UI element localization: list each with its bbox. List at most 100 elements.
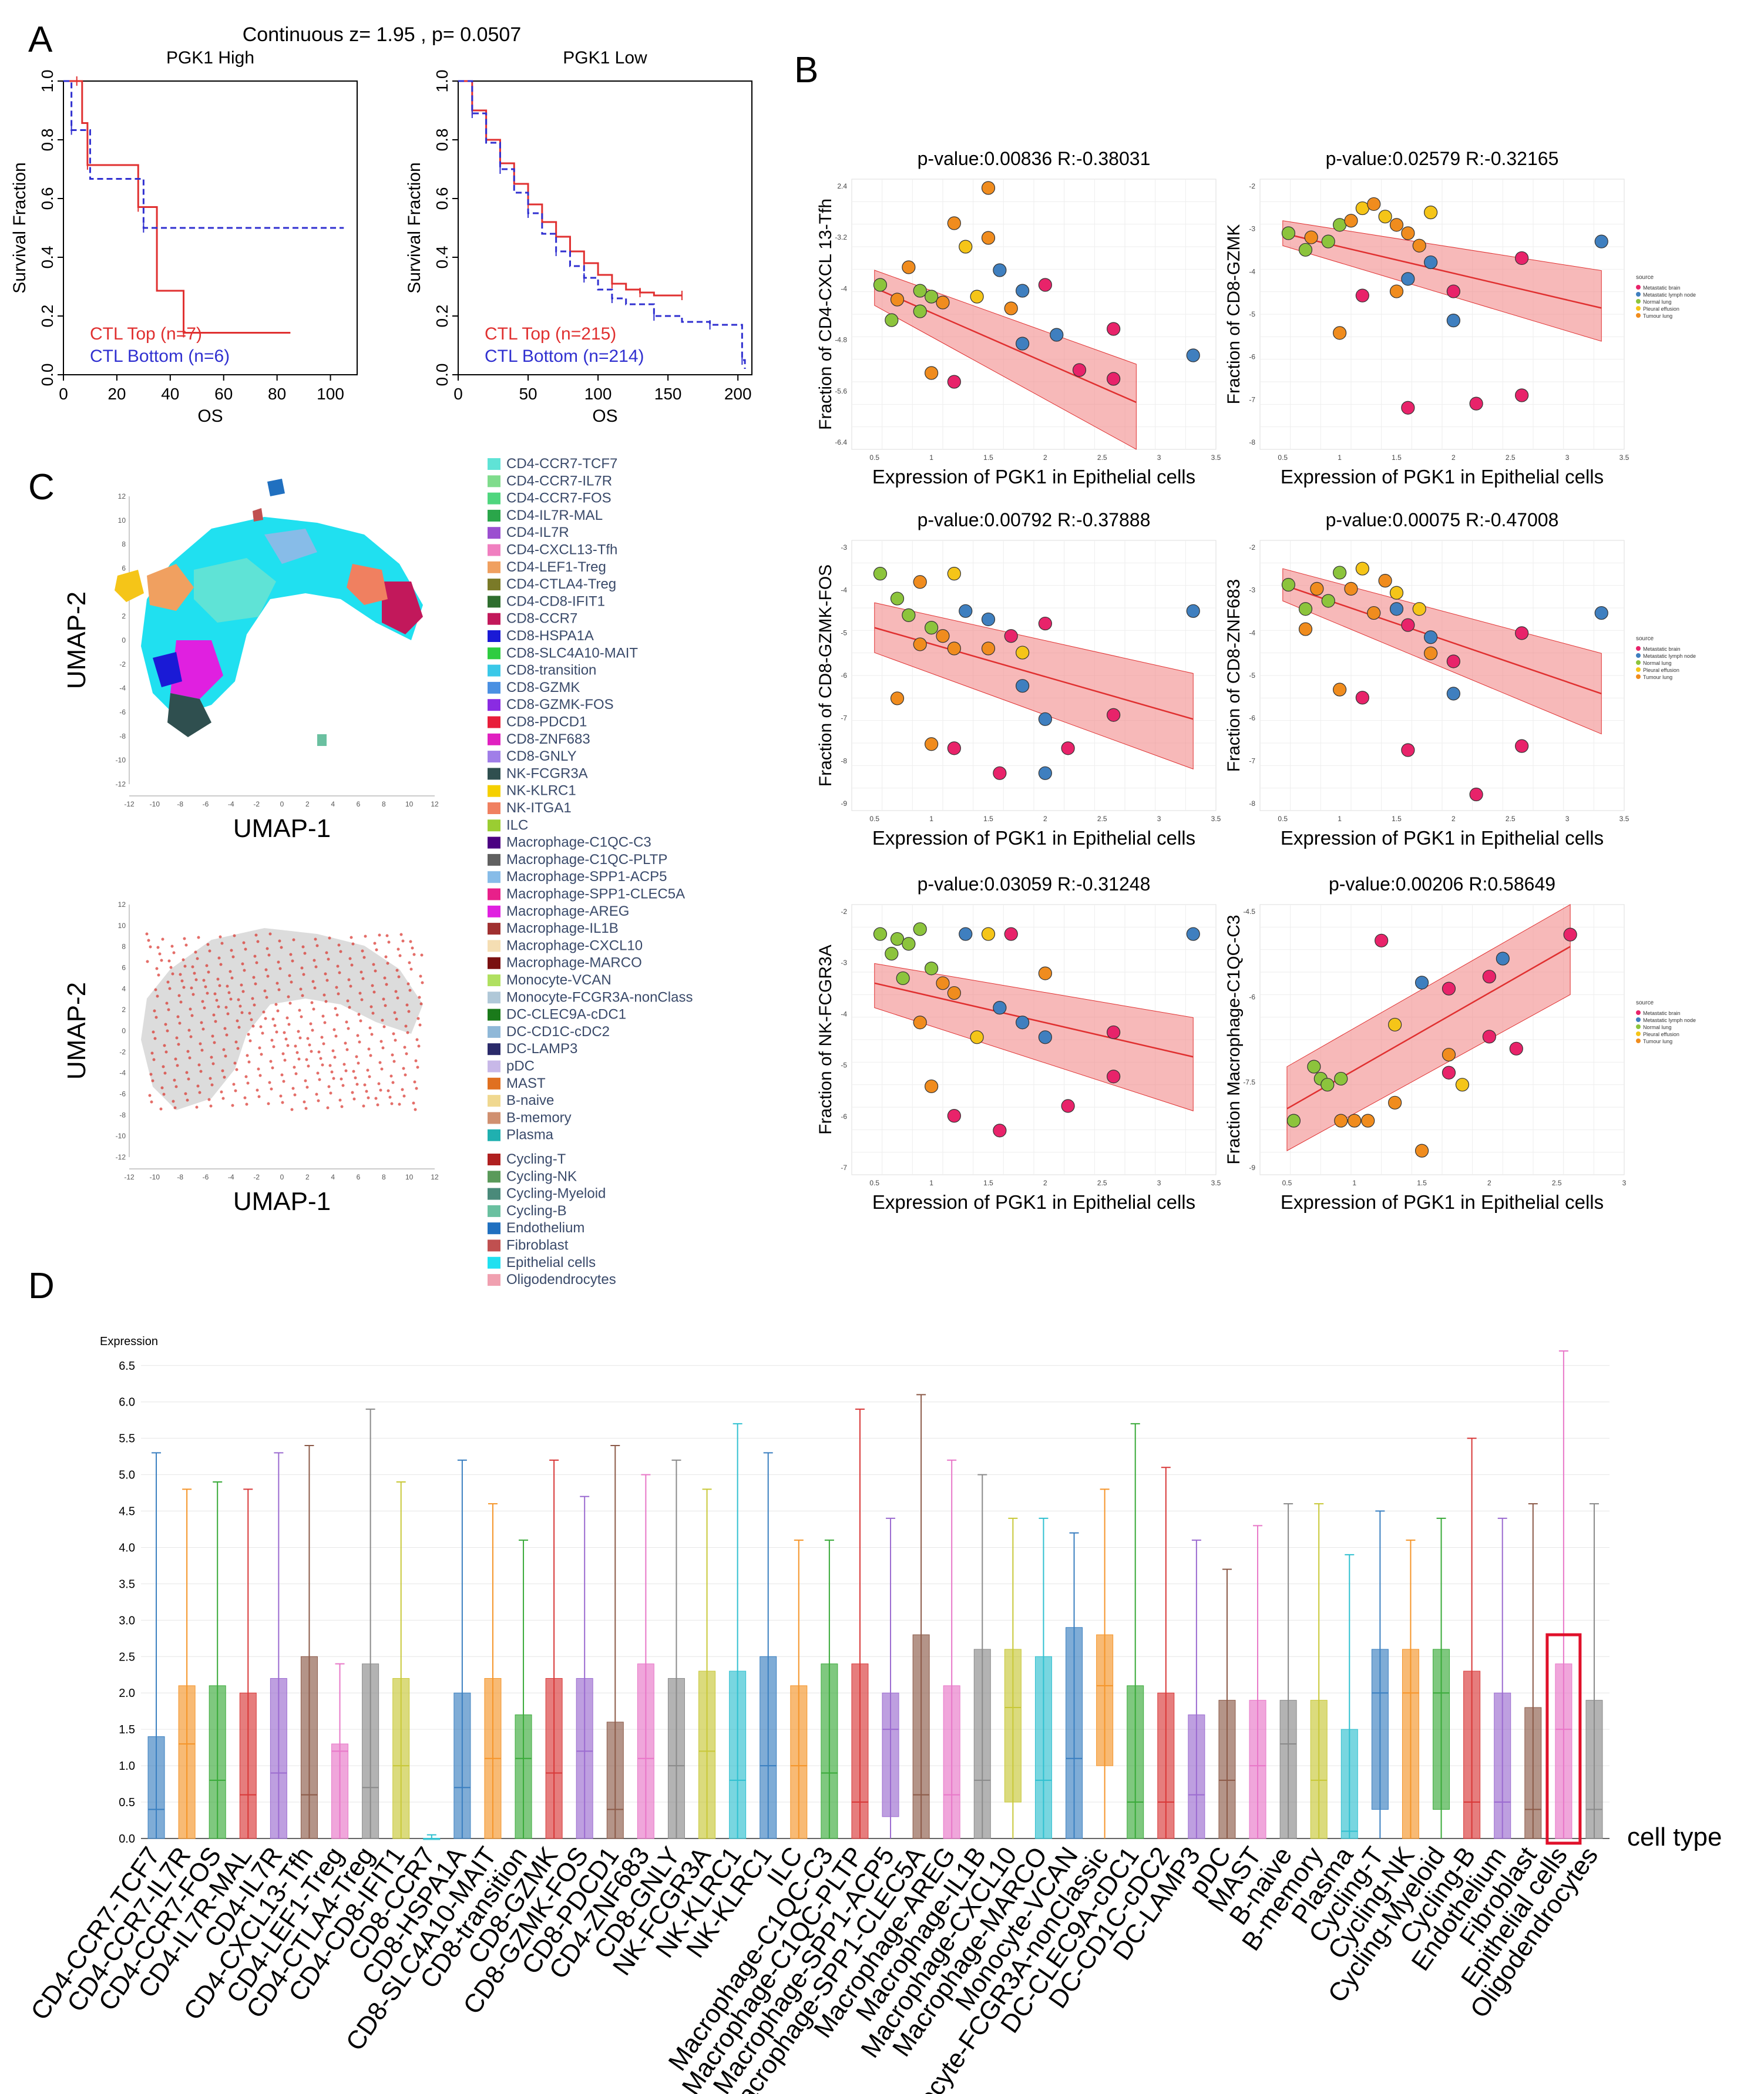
- expression-dot: [240, 1011, 244, 1014]
- expression-dot: [321, 1014, 325, 1018]
- data-point: [1107, 1025, 1121, 1040]
- expression-dot: [378, 933, 381, 937]
- expression-dot: [328, 936, 331, 940]
- scatter-grid: p-value:0.00836 R:-0.38031 0.5 1 1.5 2 2.5 3 3.…: [816, 148, 1696, 1213]
- expression-dot: [247, 1060, 251, 1064]
- legend-label: Macrophage-SPP1-ACP5: [506, 869, 667, 885]
- data-point: [1401, 272, 1415, 286]
- umap-y-tick: 12: [118, 900, 126, 909]
- expression-dot: [271, 1017, 275, 1021]
- data-point: [890, 293, 905, 307]
- expression-dot: [197, 1063, 201, 1067]
- expression-dot: [337, 992, 340, 996]
- expression-dot: [311, 980, 315, 983]
- box-body: [729, 1671, 747, 1839]
- data-point: [890, 591, 905, 606]
- expression-dot: [384, 1004, 387, 1007]
- expression-dot: [196, 1084, 200, 1088]
- expression-dot: [180, 979, 184, 983]
- expression-dot: [168, 987, 172, 990]
- data-point: [925, 1079, 939, 1094]
- expression-dot: [280, 1073, 284, 1077]
- expression-dot: [264, 1017, 267, 1020]
- scatter-title: p-value:0.03059 R:-0.31248: [918, 873, 1151, 895]
- expression-boxplot: Expression 0.0 0.5 1.0 1.5 2.0 2.5 3.0 3.5 4.0 4.5…: [25, 1335, 1722, 2094]
- expression-dot: [344, 1069, 348, 1073]
- km-x-tick-label: 50: [519, 385, 537, 403]
- umap-expression-base: [141, 928, 423, 1110]
- source-legend-swatch: [1636, 299, 1641, 304]
- expression-dot: [227, 991, 231, 994]
- scatter-x-tick: 3.5: [1211, 1179, 1221, 1187]
- data-point: [913, 922, 927, 936]
- expression-dot: [224, 1054, 227, 1058]
- expression-dot: [246, 1054, 249, 1057]
- expression-dot: [369, 1005, 373, 1009]
- source-legend-label: Metastatic lymph node: [1643, 292, 1696, 298]
- box-body: [576, 1678, 593, 1839]
- legend-swatch: [488, 699, 500, 711]
- expression-dot: [411, 946, 414, 950]
- expression-dot: [361, 949, 364, 953]
- expression-dot: [200, 1021, 203, 1024]
- box-body: [1066, 1627, 1083, 1839]
- data-point: [1388, 1017, 1402, 1032]
- expression-dot: [404, 1024, 408, 1028]
- data-point: [913, 575, 927, 589]
- expression-dot: [156, 946, 160, 949]
- legend-label: Fibroblast: [506, 1238, 569, 1253]
- legend-label: Macrophage-SPP1-CLEC5A: [506, 886, 685, 902]
- umap-x-tick: 10: [405, 1173, 414, 1181]
- km-y-tick-label: 1.0: [38, 70, 56, 93]
- expression-dot: [266, 974, 270, 978]
- scatter-ylabel: Fraction of NK-FCGR3A: [816, 945, 835, 1134]
- expression-dot: [317, 1050, 321, 1054]
- expression-dot: [254, 933, 258, 937]
- expression-dot: [371, 1011, 375, 1015]
- expression-dot: [248, 1039, 252, 1043]
- expression-dot: [177, 994, 181, 997]
- expression-dot: [354, 1076, 357, 1080]
- expression-dot: [406, 982, 410, 986]
- expression-dot: [370, 1033, 374, 1036]
- legend-label: Macrophage-IL1B: [506, 920, 619, 936]
- data-point: [947, 986, 961, 1000]
- km-curve: [63, 80, 291, 334]
- umap-x-tick: -10: [150, 800, 160, 808]
- expression-dot: [310, 1050, 313, 1053]
- box-body: [1157, 1692, 1175, 1839]
- expression-dot: [372, 990, 376, 994]
- km-title: PGK1 Low: [563, 48, 647, 68]
- expression-dot: [147, 939, 150, 942]
- scatter-y-tick: -3.2: [835, 233, 847, 241]
- data-point: [993, 1124, 1007, 1138]
- legend-label: pDC: [506, 1058, 535, 1074]
- data-point: [1004, 629, 1018, 643]
- expression-dot: [328, 1064, 332, 1067]
- box-body: [178, 1685, 196, 1839]
- data-point: [1378, 210, 1392, 224]
- expression-dot: [310, 1001, 314, 1004]
- data-point: [1016, 337, 1030, 351]
- umap-y-tick: -2: [119, 660, 126, 668]
- scatter-x-tick: 2.5: [1097, 815, 1107, 823]
- expression-dot: [173, 1106, 177, 1110]
- data-point: [947, 741, 961, 755]
- data-point: [896, 971, 910, 986]
- umap-x-tick: -8: [177, 1173, 183, 1181]
- box-y-tick: 6.0: [119, 1396, 135, 1409]
- data-point: [1375, 933, 1389, 947]
- expression-dot: [340, 1105, 344, 1108]
- umap-xlabel: UMAP-1: [233, 1187, 331, 1216]
- source-legend-title: source: [1636, 636, 1654, 642]
- data-point: [1348, 1114, 1362, 1128]
- scatter-y-tick: -4: [841, 586, 847, 594]
- scatter-y-tick: -4: [841, 1010, 847, 1018]
- data-point: [1424, 646, 1438, 660]
- legend-swatch: [488, 871, 500, 883]
- data-point: [1333, 218, 1347, 232]
- legend-swatch: [488, 785, 500, 797]
- expression-dot: [297, 1057, 301, 1061]
- expression-dot: [281, 1101, 284, 1104]
- umap-x-tick: 12: [431, 1173, 439, 1181]
